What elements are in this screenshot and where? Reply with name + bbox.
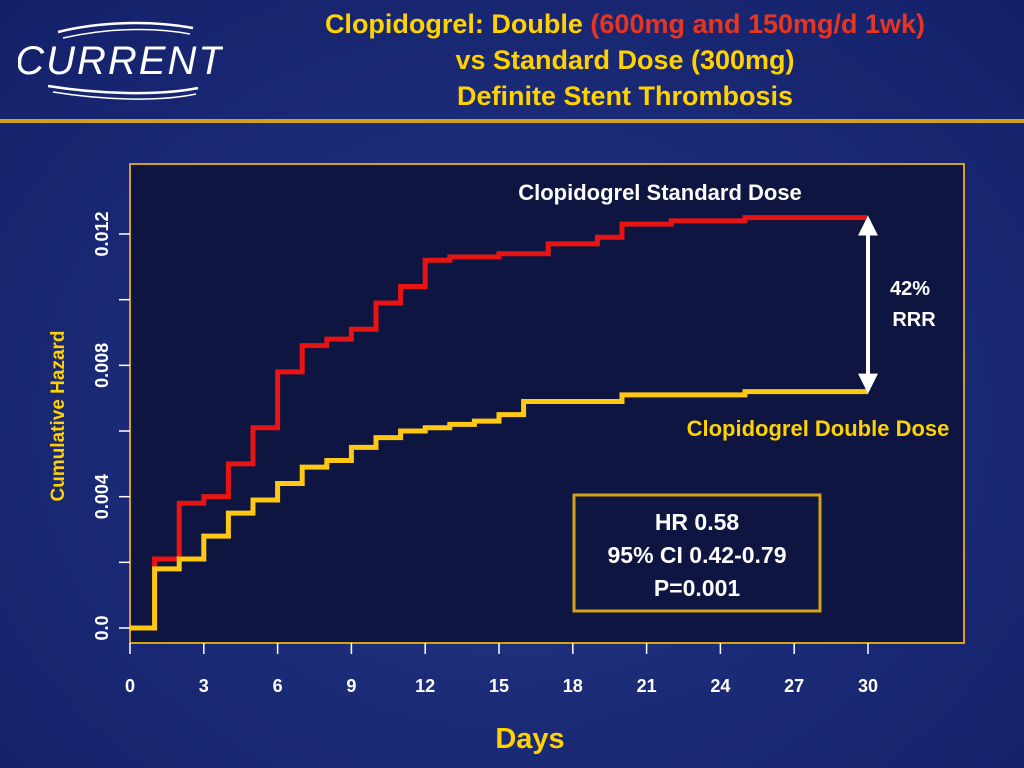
p-value-text: P=0.001 xyxy=(654,575,741,601)
title-line-3: Definite Stent Thrombosis xyxy=(456,81,794,111)
slide-title: Clopidogrel: Double (600mg and 150mg/d 1… xyxy=(235,6,1015,114)
x-tick-label: 6 xyxy=(273,676,283,696)
logo-swoosh-top-thin xyxy=(62,28,191,39)
y-axis-title: Cumulative Hazard xyxy=(48,330,69,501)
y-tick-label: 0.004 xyxy=(92,474,112,519)
title-part-2-highlight: (600mg and 150mg/d 1wk) xyxy=(590,9,926,39)
standard-dose-line xyxy=(130,215,868,631)
x-tick-label: 0 xyxy=(125,676,135,696)
x-tick-label: 21 xyxy=(637,676,657,696)
stats-box xyxy=(572,493,822,613)
rrr-value: 42% xyxy=(890,278,930,300)
double-dose-line xyxy=(130,389,868,631)
y-tick-label: 0.012 xyxy=(92,211,112,256)
title-line-1: Clopidogrel: Double (600mg and 150mg/d 1… xyxy=(235,6,1015,42)
standard-dose-label: Clopidogrel Standard Dose xyxy=(518,180,802,205)
axes: 0 3 6 9 12 15 18 21 24 27 30 0.0 0.004 0.008 0.012 xyxy=(92,211,878,696)
x-tick-label: 24 xyxy=(710,676,730,696)
logo-text: CURRENT xyxy=(18,39,223,83)
title-divider xyxy=(0,119,1024,123)
title-line-2: vs Standard Dose (300mg) xyxy=(455,45,795,75)
y-tick-label: 0.008 xyxy=(92,343,112,388)
logo-swoosh-top xyxy=(57,21,194,34)
x-axis-title: Days xyxy=(495,723,564,755)
x-tick-label: 3 xyxy=(199,676,209,696)
rrr-label: RRR xyxy=(892,309,936,331)
hr-text: HR 0.58 xyxy=(655,509,740,535)
x-tick-label: 12 xyxy=(415,676,435,696)
x-tick-label: 27 xyxy=(784,676,804,696)
y-tick-label: 0.0 xyxy=(92,615,112,640)
x-tick-label: 15 xyxy=(489,676,509,696)
logo-swoosh-bottom-thin xyxy=(52,91,197,100)
x-tick-label: 9 xyxy=(346,676,356,696)
series-layer xyxy=(130,215,868,631)
title-part-1: Clopidogrel: Double xyxy=(324,9,591,39)
double-dose-label: Clopidogrel Double Dose xyxy=(687,416,950,441)
x-tick-label: 18 xyxy=(563,676,583,696)
logo-swoosh-bottom xyxy=(47,84,199,95)
ci-text: 95% CI 0.42-0.79 xyxy=(607,542,786,568)
current-logo: CURRENT xyxy=(18,21,223,100)
x-tick-label: 30 xyxy=(858,676,878,696)
